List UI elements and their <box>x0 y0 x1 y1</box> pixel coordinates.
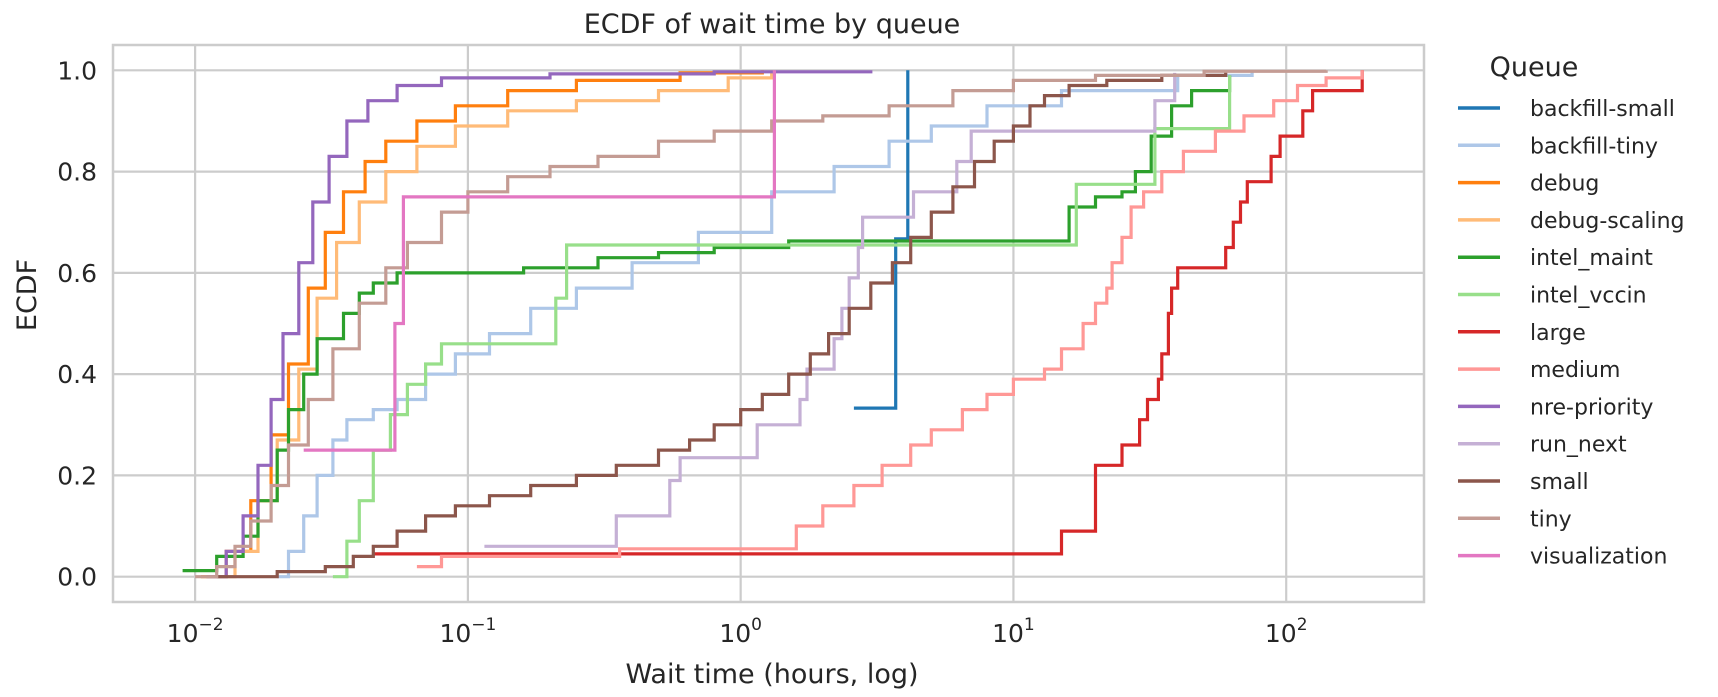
y-axis-label: ECDF <box>12 259 43 331</box>
legend-label: debug-scaling <box>1530 209 1684 234</box>
series-line-small <box>216 70 1228 579</box>
series-line-nre-priority <box>206 70 873 579</box>
y-tick-label: 0.8 <box>57 158 97 187</box>
series-line-backfill-tiny <box>277 70 1254 579</box>
x-tick-label: 102 <box>1265 615 1308 648</box>
series-line-intel_vccin <box>332 75 1232 579</box>
chart-title: ECDF of wait time by queue <box>584 9 961 40</box>
x-tick-label: 10−2 <box>167 615 224 648</box>
legend-label: intel_vccin <box>1530 284 1647 309</box>
x-tick-label: 101 <box>992 615 1035 648</box>
series-line-large <box>373 70 1364 556</box>
legend-label: run_next <box>1530 433 1627 458</box>
series-line-intel_maint <box>182 75 1232 573</box>
x-tick-label: 10−1 <box>439 615 496 648</box>
legend-label: tiny <box>1530 507 1572 532</box>
legend: Queue backfill-small backfill-tiny debug de… <box>1458 52 1684 570</box>
y-tick-label: 1.0 <box>57 56 97 85</box>
legend-label: medium <box>1530 358 1620 383</box>
series-line-run_next <box>484 72 1177 548</box>
legend-label: intel_maint <box>1530 246 1653 271</box>
x-axis-label: Wait time (hours, log) <box>625 659 918 690</box>
series-line-debug <box>200 70 764 579</box>
legend-title: Queue <box>1490 52 1579 83</box>
legend-label: backfill-small <box>1530 97 1675 122</box>
legend-label: large <box>1530 321 1586 346</box>
legend-label: small <box>1530 470 1589 495</box>
x-axis: 10−2 10−1 100 101 102 <box>167 615 1308 648</box>
legend-label: nre-priority <box>1530 395 1653 420</box>
series-line-medium <box>416 70 1364 569</box>
legend-label: visualization <box>1530 545 1667 570</box>
x-tick-label: 100 <box>719 615 762 648</box>
y-axis: 0.0 0.2 0.4 0.6 0.8 1.0 <box>57 56 97 591</box>
y-tick-label: 0.4 <box>57 360 97 389</box>
series-line-tiny <box>195 69 1328 579</box>
series-line-visualization <box>303 70 776 452</box>
legend-label: debug <box>1530 172 1599 197</box>
plot-area <box>182 69 1364 579</box>
y-tick-label: 0.2 <box>57 461 97 490</box>
legend-label: backfill-tiny <box>1530 134 1658 159</box>
plot-frame <box>111 43 1426 604</box>
y-tick-label: 0.0 <box>57 563 97 592</box>
series-line-backfill-small <box>853 70 910 410</box>
y-tick-label: 0.6 <box>57 259 97 288</box>
